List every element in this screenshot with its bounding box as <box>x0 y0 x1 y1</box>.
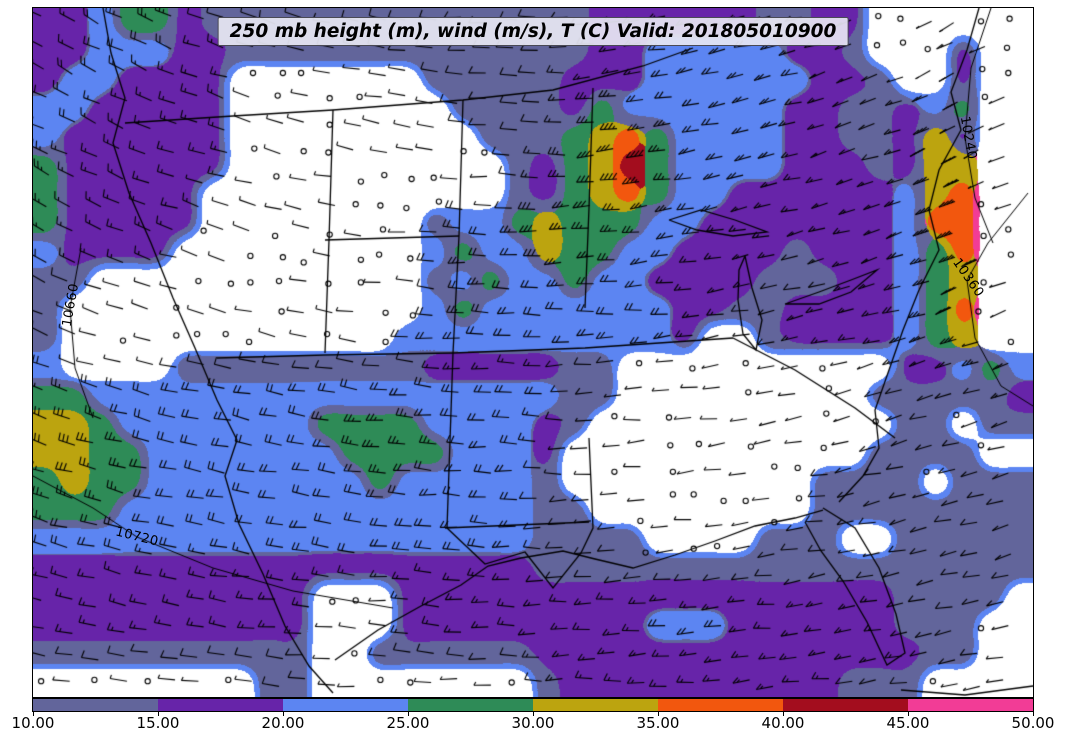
colorbar-segment <box>908 699 1033 711</box>
map-plot-area: 250 mb height (m), wind (m/s), T (C) Val… <box>32 7 1034 698</box>
colorbar-tick <box>283 712 284 716</box>
colorbar-tick-label: 35.00 <box>636 714 680 732</box>
colorbar-tick-label: 10.00 <box>11 714 55 732</box>
colorbar-tick <box>408 712 409 716</box>
title-box: 250 mb height (m), wind (m/s), T (C) Val… <box>217 17 849 46</box>
colorbar-tick-label: 25.00 <box>386 714 430 732</box>
colorbar-tick <box>783 712 784 716</box>
map-canvas <box>33 8 1033 697</box>
colorbar-tick <box>33 712 34 716</box>
colorbar-tick-label: 30.00 <box>511 714 555 732</box>
colorbar <box>32 698 1034 712</box>
colorbar-segment <box>158 699 283 711</box>
colorbar-tick <box>1033 712 1034 716</box>
colorbar-tick-label: 20.00 <box>261 714 305 732</box>
colorbar-tick-label: 50.00 <box>1011 714 1055 732</box>
colorbar-segment <box>33 699 158 711</box>
colorbar-segment <box>533 699 658 711</box>
colorbar-tick <box>658 712 659 716</box>
colorbar-tick-label: 45.00 <box>886 714 930 732</box>
colorbar-tick <box>158 712 159 716</box>
colorbar-tick-label: 15.00 <box>136 714 180 732</box>
plot-title: 250 mb height (m), wind (m/s), T (C) Val… <box>229 21 837 42</box>
colorbar-tick-label: 40.00 <box>761 714 805 732</box>
colorbar-segment <box>783 699 908 711</box>
colorbar-segment <box>658 699 783 711</box>
colorbar-tick <box>908 712 909 716</box>
colorbar-tick <box>533 712 534 716</box>
colorbar-segment <box>408 699 533 711</box>
colorbar-segment <box>283 699 408 711</box>
